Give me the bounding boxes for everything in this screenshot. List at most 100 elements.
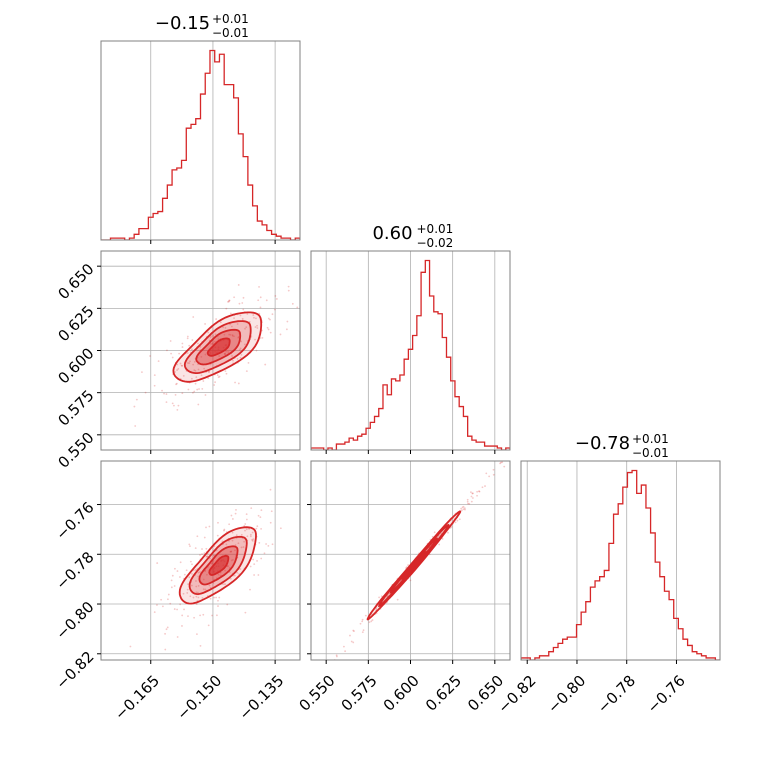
sample-point bbox=[271, 313, 274, 316]
sample-point bbox=[466, 498, 469, 501]
sample-point bbox=[352, 629, 355, 632]
sample-point bbox=[260, 509, 263, 512]
sample-point bbox=[195, 580, 197, 582]
sample-point bbox=[230, 550, 233, 553]
sample-point bbox=[199, 554, 201, 556]
sample-point bbox=[170, 586, 173, 589]
sample-point bbox=[231, 531, 234, 534]
sample-point bbox=[197, 585, 200, 587]
sample-point bbox=[141, 371, 143, 374]
x-tick-label-p0: −0.165 bbox=[111, 672, 163, 724]
sample-point bbox=[164, 632, 166, 635]
sample-point bbox=[239, 347, 242, 350]
panel-0-0 bbox=[100, 40, 301, 244]
sample-point bbox=[335, 654, 338, 657]
sample-point bbox=[438, 543, 441, 546]
x-tick-label-p1: 0.600 bbox=[380, 672, 423, 715]
sample-point bbox=[201, 553, 203, 555]
sample-point bbox=[198, 388, 200, 390]
sample-point bbox=[229, 312, 232, 315]
sample-point bbox=[228, 333, 231, 336]
sample-point bbox=[186, 337, 189, 340]
sample-point bbox=[215, 318, 218, 320]
sample-point bbox=[370, 620, 373, 623]
title-median: 0.60 bbox=[372, 223, 412, 244]
sample-point bbox=[178, 352, 181, 355]
sample-point bbox=[234, 544, 237, 547]
sample-point bbox=[227, 300, 230, 303]
sample-point bbox=[236, 358, 239, 360]
sample-point bbox=[197, 575, 200, 578]
sample-point bbox=[241, 302, 244, 304]
sample-point bbox=[227, 351, 229, 353]
sample-point bbox=[191, 563, 193, 566]
sample-point bbox=[396, 598, 399, 601]
sample-point bbox=[481, 486, 484, 489]
sample-point bbox=[244, 523, 247, 525]
sample-point bbox=[202, 380, 205, 382]
sample-point bbox=[249, 565, 252, 568]
panel-2-0 bbox=[97, 460, 301, 664]
sample-point bbox=[253, 316, 255, 319]
sample-point bbox=[234, 381, 236, 384]
sample-point bbox=[189, 560, 192, 563]
sample-point bbox=[270, 510, 273, 513]
sample-point bbox=[196, 535, 199, 538]
sample-point bbox=[279, 333, 282, 336]
sample-point bbox=[209, 336, 212, 339]
sample-point bbox=[175, 383, 177, 386]
histogram-1 bbox=[311, 259, 510, 450]
sample-point bbox=[186, 588, 189, 591]
sample-point bbox=[499, 462, 501, 465]
sample-point bbox=[269, 318, 271, 321]
sample-point bbox=[492, 473, 495, 476]
sample-point bbox=[242, 308, 245, 311]
sample-point bbox=[454, 521, 457, 524]
sample-point bbox=[183, 573, 186, 576]
sample-point bbox=[203, 552, 206, 555]
sample-point bbox=[252, 558, 255, 561]
sample-point bbox=[244, 327, 246, 330]
sample-point bbox=[258, 541, 261, 544]
sample-point bbox=[218, 596, 221, 599]
sample-point bbox=[180, 364, 183, 367]
sample-point bbox=[189, 595, 192, 598]
sample-point bbox=[223, 333, 226, 336]
sample-point bbox=[218, 355, 221, 357]
sample-point bbox=[190, 584, 193, 587]
sample-point bbox=[466, 500, 469, 503]
sample-point bbox=[237, 336, 240, 339]
sample-point bbox=[216, 614, 218, 617]
y-tick-label-p1: 0.575 bbox=[54, 386, 97, 429]
sample-point bbox=[237, 542, 240, 545]
sample-point bbox=[229, 333, 232, 336]
sample-point bbox=[226, 603, 229, 606]
sample-point bbox=[207, 624, 210, 627]
sample-point bbox=[484, 485, 486, 487]
sample-point bbox=[187, 583, 189, 586]
sample-point bbox=[257, 299, 260, 302]
sample-point bbox=[254, 338, 256, 341]
sample-point bbox=[185, 569, 188, 572]
sample-point bbox=[171, 574, 174, 577]
sample-point bbox=[211, 614, 213, 617]
sample-point bbox=[224, 569, 227, 572]
sample-point bbox=[190, 348, 193, 351]
sample-point bbox=[214, 340, 216, 343]
sample-point bbox=[176, 608, 178, 611]
sample-point bbox=[501, 461, 504, 464]
sample-point bbox=[179, 362, 182, 365]
sample-point bbox=[194, 369, 197, 372]
sample-point bbox=[232, 359, 234, 362]
sample-point bbox=[181, 392, 184, 395]
sample-point bbox=[170, 579, 173, 582]
sample-point bbox=[334, 278, 336, 280]
sample-point bbox=[149, 355, 151, 357]
sample-point bbox=[265, 543, 267, 545]
sample-point bbox=[225, 307, 228, 310]
sample-point bbox=[171, 356, 174, 359]
sample-point bbox=[239, 568, 242, 570]
sample-point bbox=[225, 543, 228, 546]
sample-point bbox=[257, 574, 260, 576]
sample-point bbox=[236, 571, 239, 574]
